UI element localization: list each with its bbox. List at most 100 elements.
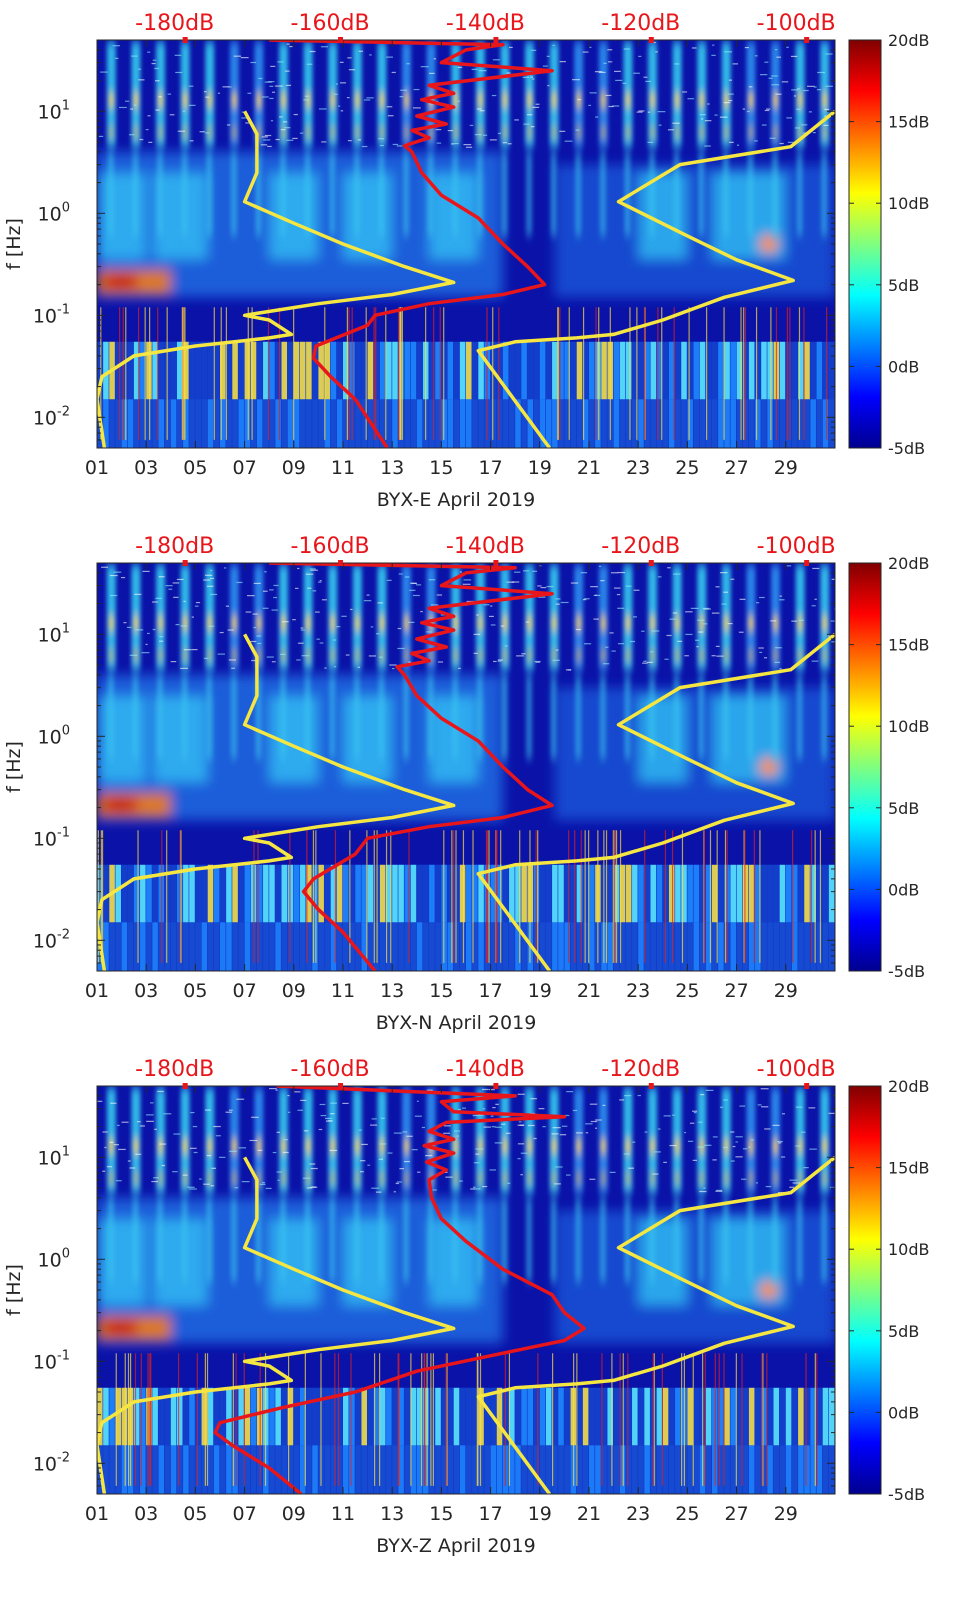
y-tick-label: 10-2 [33,927,70,952]
median-psd-line [213,1086,586,1494]
y-tick-label: 10-2 [33,1450,70,1475]
spectrogram-panel-2: 01 03 05 07 09 11 13 15 17 19 21 23 25 27 29 10-2 10-1 10… [3,534,930,1034]
top-db-label: -160dB [291,534,370,559]
x-tick-label: 19 [528,980,552,1002]
x-tick-label: 21 [577,457,601,479]
median-psd-line [269,563,554,971]
top-db-label: -180dB [135,534,214,559]
y-axis-label: f [Hz] [3,741,25,793]
x-tick-label: 09 [282,457,306,479]
colorbar-tick-label: -5dB [888,962,925,981]
noise-model-high-line [476,1155,835,1494]
y-tick-label: 101 [38,1144,70,1169]
x-tick-label: 03 [134,980,158,1002]
y-tick-label: 100 [38,200,70,225]
colorbar-tick-label: -5dB [888,439,925,458]
x-tick-label: 27 [725,457,749,479]
top-db-label: -100dB [757,11,836,36]
x-tick-label: 17 [479,457,503,479]
colorbar-tick-label: -5dB [888,1485,925,1504]
y-tick-label: 10-1 [33,302,70,327]
noise-model-high-line [476,632,835,971]
noise-model-high-line [476,109,835,448]
colorbar-tick-label: 0dB [888,880,919,899]
x-tick-label: 27 [725,980,749,1002]
colorbar-tick-label: 5dB [888,799,919,818]
x-tick-label: 23 [626,457,650,479]
colorbar-tick-label: 10dB [888,194,930,213]
x-tick-label: 01 [85,980,109,1002]
colorbar-tick-label: 5dB [888,276,919,295]
x-tick-label: 21 [577,980,601,1002]
top-db-label: -160dB [291,11,370,36]
x-tick-label: 01 [85,1503,109,1525]
top-db-label: -180dB [135,1057,214,1082]
top-db-label: -100dB [757,1057,836,1082]
top-db-label: -120dB [601,11,680,36]
colorbar-tick-label: 15dB [888,636,930,655]
colorbar-tick-label: 20dB [888,1077,930,1096]
colorbar-tick-label: 0dB [888,1403,919,1422]
y-tick-label: 101 [38,98,70,123]
spectrogram-panel-1: 01 03 05 07 09 11 13 15 17 19 21 23 25 27 29 10-2 10-1 10… [3,11,930,511]
x-tick-label: 17 [479,980,503,1002]
colorbar-tick-label: 10dB [888,717,930,736]
top-db-label: -100dB [757,534,836,559]
x-tick-label: 05 [183,457,207,479]
x-tick-label: 15 [429,457,453,479]
x-tick-label: 23 [626,1503,650,1525]
y-tick-label: 101 [38,621,70,646]
spectrogram-panel-3: 01 03 05 07 09 11 13 15 17 19 21 23 25 27 29 10-2 10-1 10… [3,1057,930,1557]
top-db-label: -140dB [446,1057,525,1082]
x-tick-label: 03 [134,1503,158,1525]
x-tick-label: 11 [331,980,355,1002]
spectrogram-heatmap [97,1086,835,1494]
x-tick-label: 05 [183,1503,207,1525]
x-tick-label: 11 [331,1503,355,1525]
spectrogram-heatmap [97,563,835,971]
top-db-label: -140dB [446,534,525,559]
x-tick-label: 27 [725,1503,749,1525]
y-axis-label: f [Hz] [3,1264,25,1316]
x-tick-label: 01 [85,457,109,479]
x-axis-label: BYX-Z April 2019 [376,1535,535,1557]
x-tick-label: 15 [429,1503,453,1525]
top-db-label: -140dB [446,11,525,36]
colorbar [848,562,882,972]
x-tick-label: 13 [380,980,404,1002]
colorbar [848,39,882,449]
x-tick-label: 25 [675,1503,699,1525]
x-tick-label: 21 [577,1503,601,1525]
x-tick-label: 23 [626,980,650,1002]
x-tick-label: 13 [380,1503,404,1525]
x-tick-label: 25 [675,980,699,1002]
x-tick-label: 07 [233,1503,257,1525]
x-axis-label: BYX-N April 2019 [376,1012,537,1034]
x-tick-label: 29 [774,980,798,1002]
y-tick-label: 10-1 [33,825,70,850]
top-db-label: -120dB [601,1057,680,1082]
x-tick-label: 03 [134,457,158,479]
y-tick-label: 100 [38,723,70,748]
x-tick-label: 29 [774,1503,798,1525]
spectrogram-heatmap [97,40,835,448]
y-axis-label: f [Hz] [3,218,25,270]
top-db-label: -180dB [135,11,214,36]
colorbar-tick-label: 0dB [888,357,919,376]
y-tick-label: 100 [38,1246,70,1271]
x-tick-label: 07 [233,457,257,479]
colorbar-tick-label: 20dB [888,31,930,50]
x-tick-label: 19 [528,457,552,479]
colorbar [848,1085,882,1495]
top-db-label: -120dB [601,534,680,559]
median-psd-line [269,40,554,448]
x-tick-label: 25 [675,457,699,479]
x-axis-label: BYX-E April 2019 [377,489,535,511]
x-tick-label: 19 [528,1503,552,1525]
colorbar-tick-label: 15dB [888,113,930,132]
colorbar-tick-label: 15dB [888,1159,930,1178]
y-tick-label: 10-1 [33,1348,70,1373]
colorbar-tick-label: 20dB [888,554,930,573]
colorbar-tick-label: 10dB [888,1240,930,1259]
